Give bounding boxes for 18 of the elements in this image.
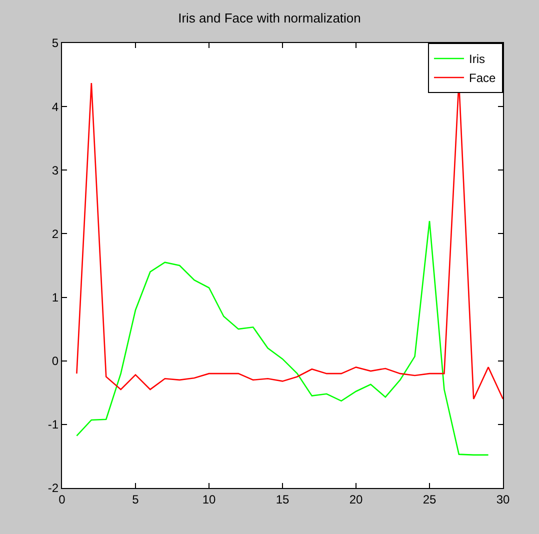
x-tick-label: 15: [276, 492, 290, 506]
y-tick-label: -2: [48, 481, 59, 496]
y-tick-label: 3: [52, 163, 59, 178]
x-tick-label: 10: [202, 492, 216, 506]
x-tick-label: 25: [422, 492, 436, 506]
legend-label: Iris: [469, 52, 485, 66]
y-tick-label: 5: [52, 36, 59, 50]
line-series: [76, 220, 489, 456]
x-tick-label: 20: [349, 492, 363, 506]
y-tick-label: 2: [52, 226, 59, 241]
x-tick-label: 30: [496, 492, 510, 506]
y-tick-label: -1: [48, 418, 59, 432]
y-tick-label: 0: [52, 354, 59, 368]
x-tick-label: 5: [132, 492, 140, 506]
chart-title: Iris and Face with normalization: [178, 10, 361, 26]
y-tick-label: 1: [52, 290, 59, 304]
y-tick-label: 4: [52, 100, 59, 114]
legend-label: Face: [469, 71, 496, 86]
